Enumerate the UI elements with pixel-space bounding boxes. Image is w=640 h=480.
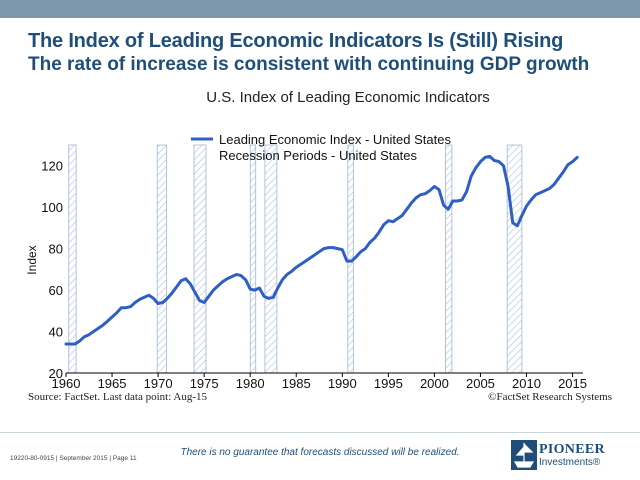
x-tick-label: 1985	[282, 376, 311, 391]
logo-subtitle-text: Investments	[539, 457, 593, 468]
recession-band	[506, 144, 523, 374]
legend: Leading Economic Index - United States R…	[191, 132, 451, 163]
x-tick-label: 1960	[52, 376, 81, 391]
y-axis-ticks: 20 40 60 80 100 120	[41, 159, 63, 381]
recession-band	[445, 144, 453, 374]
x-tick-label: 2005	[466, 376, 495, 391]
x-tick-label: 1980	[236, 376, 265, 391]
footer-doc-id: 19220-80-0915	[10, 455, 55, 462]
y-tick-label: 120	[41, 159, 63, 174]
x-tick-label: 1975	[190, 376, 219, 391]
logo-subtitle: Investments®	[539, 457, 600, 468]
y-tick-label: 60	[49, 283, 63, 298]
ship-icon	[511, 440, 537, 470]
top-banner	[0, 0, 640, 18]
recession-band	[264, 144, 278, 374]
copyright-note: ©FactSet Research Systems	[488, 391, 612, 403]
recession-band	[193, 144, 207, 374]
footer-document-info: 19220-80-0915 | September 2015 | Page 11	[10, 455, 137, 462]
footer-page-number: Page 11	[112, 455, 137, 462]
source-note: Source: FactSet. Last data point: Aug-15	[28, 391, 208, 403]
x-tick-label: 2000	[420, 376, 449, 391]
x-tick-label: 2015	[558, 376, 587, 391]
forecast-disclaimer: There is no guarantee that forecasts dis…	[180, 447, 460, 458]
footer-separator: |	[109, 455, 112, 462]
y-axis-label: Index	[25, 245, 39, 274]
y-tick-label: 80	[49, 242, 63, 257]
logo-name: PIONEER	[539, 442, 605, 457]
chart-title: U.S. Index of Leading Economic Indicator…	[206, 89, 490, 106]
footer-divider	[0, 432, 640, 433]
recession-band	[156, 144, 167, 374]
legend-label-recession: Recession Periods - United States	[219, 148, 417, 163]
y-tick-label: 40	[49, 325, 63, 340]
slide-title: The Index of Leading Economic Indicators…	[28, 30, 564, 52]
x-tick-label: 1970	[144, 376, 173, 391]
legend-label-leading-index: Leading Economic Index - United States	[219, 132, 451, 147]
y-tick-label: 20	[49, 366, 63, 381]
pioneer-logo: PIONEER Investments®	[511, 440, 621, 472]
x-axis-ticks: 1960 1965 1970 1975 1980 1985 1990 1995 2000 2005…	[52, 373, 587, 391]
x-tick-label: 1965	[98, 376, 127, 391]
series-line-leading-economic-index	[64, 154, 579, 346]
recession-band	[68, 144, 77, 374]
x-tick-label: 1995	[374, 376, 403, 391]
footer-separator: |	[55, 455, 58, 462]
slide-subtitle: The rate of increase is consistent with …	[28, 54, 590, 75]
footer-date: September 2015	[59, 455, 108, 462]
recession-bands	[68, 144, 523, 374]
recession-band	[249, 144, 257, 374]
legend-swatch-recession	[196, 150, 203, 161]
x-tick-label: 1990	[328, 376, 357, 391]
x-tick-label: 2010	[512, 376, 541, 391]
registered-mark: ®	[592, 457, 601, 468]
y-tick-label: 100	[41, 200, 63, 215]
